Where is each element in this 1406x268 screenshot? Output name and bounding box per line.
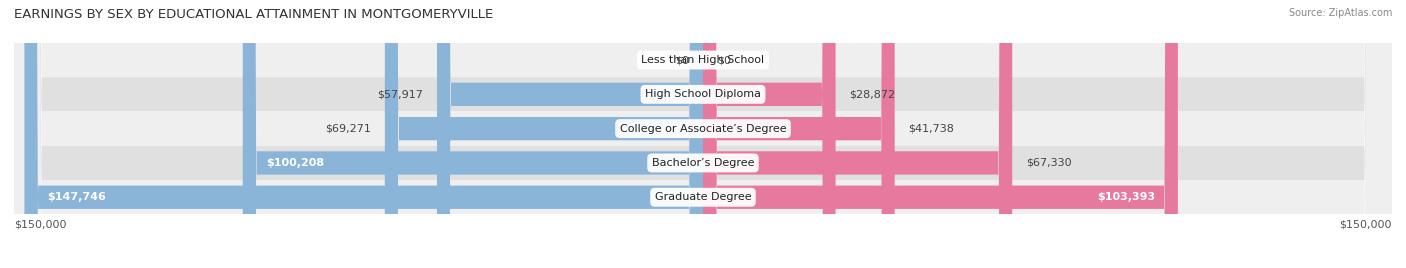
Text: $57,917: $57,917: [377, 89, 423, 99]
FancyBboxPatch shape: [437, 0, 703, 268]
FancyBboxPatch shape: [703, 0, 894, 268]
FancyBboxPatch shape: [14, 0, 1392, 268]
Text: $0: $0: [675, 55, 689, 65]
FancyBboxPatch shape: [14, 0, 1392, 268]
Text: $147,746: $147,746: [48, 192, 107, 202]
Text: EARNINGS BY SEX BY EDUCATIONAL ATTAINMENT IN MONTGOMERYVILLE: EARNINGS BY SEX BY EDUCATIONAL ATTAINMEN…: [14, 8, 494, 21]
Text: Graduate Degree: Graduate Degree: [655, 192, 751, 202]
Text: $41,738: $41,738: [908, 124, 955, 134]
Text: $67,330: $67,330: [1026, 158, 1071, 168]
Text: $69,271: $69,271: [325, 124, 371, 134]
Text: $0: $0: [717, 55, 731, 65]
FancyBboxPatch shape: [14, 0, 1392, 268]
FancyBboxPatch shape: [14, 0, 1392, 268]
Text: $28,872: $28,872: [849, 89, 896, 99]
FancyBboxPatch shape: [703, 0, 1178, 268]
Text: Source: ZipAtlas.com: Source: ZipAtlas.com: [1288, 8, 1392, 18]
Text: $150,000: $150,000: [14, 219, 66, 230]
FancyBboxPatch shape: [703, 0, 835, 268]
FancyBboxPatch shape: [243, 0, 703, 268]
Text: High School Diploma: High School Diploma: [645, 89, 761, 99]
Text: $150,000: $150,000: [1340, 219, 1392, 230]
FancyBboxPatch shape: [385, 0, 703, 268]
FancyBboxPatch shape: [14, 0, 1392, 268]
FancyBboxPatch shape: [703, 0, 1012, 268]
Text: $100,208: $100,208: [266, 158, 323, 168]
Text: Bachelor’s Degree: Bachelor’s Degree: [652, 158, 754, 168]
Text: College or Associate’s Degree: College or Associate’s Degree: [620, 124, 786, 134]
Text: Less than High School: Less than High School: [641, 55, 765, 65]
FancyBboxPatch shape: [24, 0, 703, 268]
Text: $103,393: $103,393: [1097, 192, 1154, 202]
